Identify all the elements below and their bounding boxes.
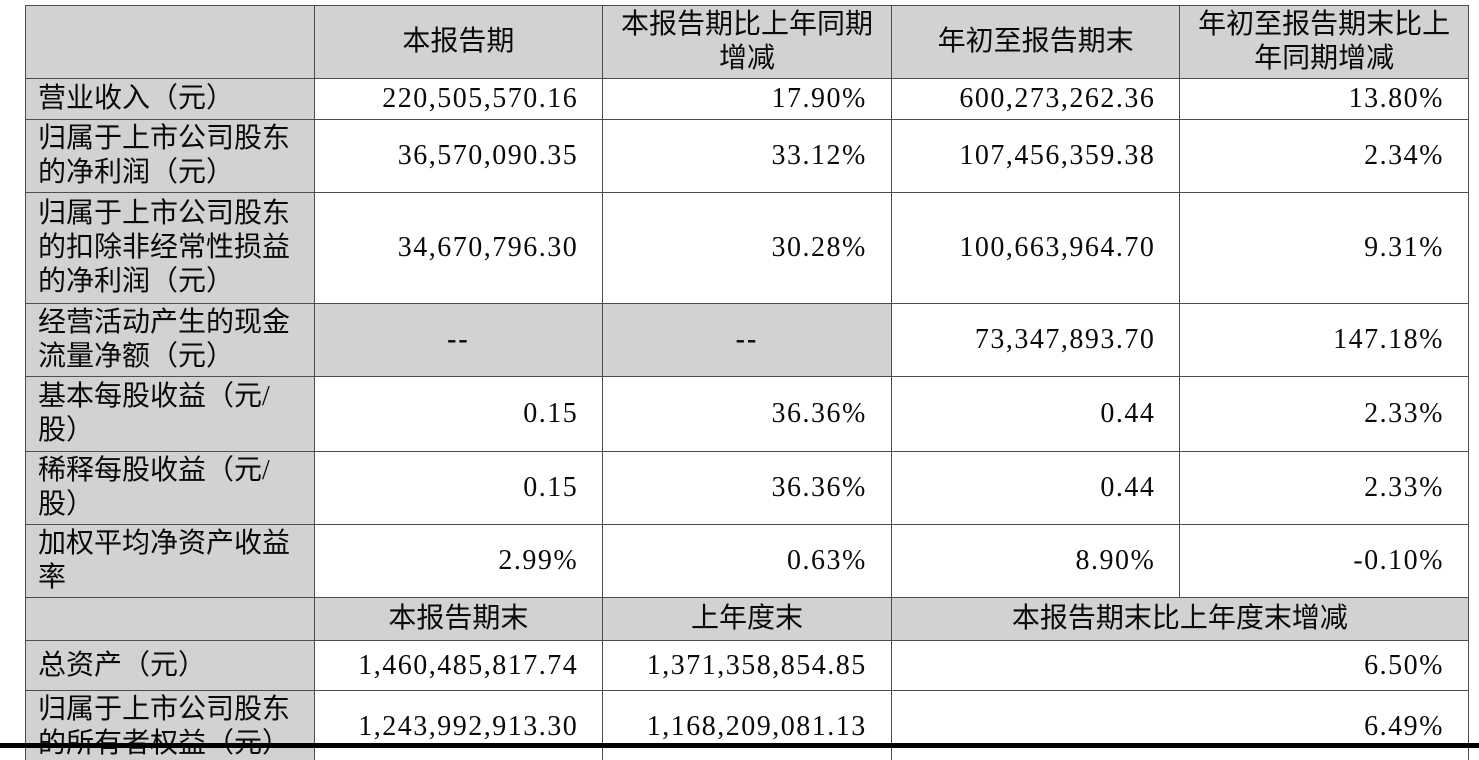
row-label: 总资产（元） [25, 640, 315, 691]
row-label: 归属于上市公司股东 的净利润（元） [25, 119, 315, 193]
value-cell: 1,168,209,081.13 [602, 690, 892, 760]
header-cell: 上年度末 [602, 597, 892, 641]
row-label: 稀释每股收益（元/ 股） [25, 451, 315, 525]
value-cell: 220,505,570.16 [313, 78, 604, 120]
header-cell: 年初至报告期末比上 年同期增减 [1179, 5, 1469, 79]
empty-value-cell: -- [313, 303, 604, 377]
value-cell: 2.33% [1179, 451, 1469, 525]
header-cell: 本报告期比上年同期 增减 [602, 5, 892, 79]
header-cell [25, 597, 315, 641]
header-row: 本报告期 本报告期比上年同期 增减 年初至报告期末 年初至报告期末比上 年同期增减 [25, 5, 1469, 79]
value-cell: 36,570,090.35 [313, 119, 604, 193]
table-row: 稀释每股收益（元/ 股） 0.15 36.36% 0.44 2.33% [25, 451, 1469, 525]
value-cell: 30.28% [602, 192, 892, 304]
value-cell: 2.34% [1179, 119, 1469, 193]
row-label: 归属于上市公司股东 的扣除非经常性损益 的净利润（元） [25, 192, 315, 304]
value-cell: 0.15 [313, 451, 604, 525]
value-cell: 1,371,358,854.85 [602, 640, 892, 691]
row-label: 加权平均净资产收益 率 [25, 524, 315, 598]
empty-value-cell: -- [602, 303, 892, 377]
value-cell: 2.99% [313, 524, 604, 598]
value-cell: 2.33% [1179, 376, 1469, 452]
value-cell: 9.31% [1179, 192, 1469, 304]
header-cell [25, 5, 315, 79]
row-label: 基本每股收益（元/ 股） [25, 376, 315, 452]
value-cell: 13.80% [1179, 78, 1469, 120]
value-cell-merged: 6.49% [890, 690, 1470, 760]
value-cell: 0.44 [890, 451, 1181, 525]
table-row: 经营活动产生的现金 流量净额（元） -- -- 73,347,893.70 147.18… [25, 303, 1469, 377]
table-row: 基本每股收益（元/ 股） 0.15 36.36% 0.44 2.33% [25, 376, 1469, 452]
value-cell: 1,460,485,817.74 [313, 640, 604, 691]
value-cell-merged: 6.50% [890, 640, 1470, 691]
value-cell: 8.90% [890, 524, 1181, 598]
table-row: 加权平均净资产收益 率 2.99% 0.63% 8.90% -0.10% [25, 524, 1469, 598]
value-cell: 107,456,359.38 [890, 119, 1181, 193]
row-label: 经营活动产生的现金 流量净额（元） [25, 303, 315, 377]
header-cell: 本报告期 [313, 5, 604, 79]
value-cell: 73,347,893.70 [890, 303, 1181, 377]
header-cell: 年初至报告期末 [890, 5, 1181, 79]
value-cell: 34,670,796.30 [313, 192, 604, 304]
header-cell: 本报告期末比上年度末增减 [890, 597, 1470, 641]
value-cell: 33.12% [602, 119, 892, 193]
financial-summary-table-body: 本报告期 本报告期比上年同期 增减 年初至报告期末 年初至报告期末比上 年同期增减 营业… [25, 5, 1470, 760]
page-bottom-rule [0, 743, 1479, 748]
table-row: 营业收入（元） 220,505,570.16 17.90% 600,273,262.3… [25, 78, 1469, 120]
value-cell: 0.63% [602, 524, 892, 598]
row-label: 营业收入（元） [25, 78, 315, 120]
value-cell: 0.15 [313, 376, 604, 452]
value-cell: 36.36% [602, 376, 892, 452]
value-cell: 100,663,964.70 [890, 192, 1181, 304]
row-label: 归属于上市公司股东 的所有者权益（元） [25, 690, 315, 760]
value-cell: 1,243,992,913.30 [313, 690, 604, 760]
value-cell: 600,273,262.36 [890, 78, 1181, 120]
value-cell: 0.44 [890, 376, 1181, 452]
value-cell: 36.36% [602, 451, 892, 525]
financial-summary-table: 本报告期 本报告期比上年同期 增减 年初至报告期末 年初至报告期末比上 年同期增减 营业… [25, 5, 1470, 760]
value-cell: 17.90% [602, 78, 892, 120]
value-cell: -0.10% [1179, 524, 1469, 598]
table-row: 总资产（元） 1,460,485,817.74 1,371,358,854.85 6.… [25, 640, 1470, 691]
header-row: 本报告期末 上年度末 本报告期末比上年度末增减 [25, 597, 1470, 641]
table-row: 归属于上市公司股东 的扣除非经常性损益 的净利润（元） 34,670,796.30… [25, 192, 1469, 304]
header-cell: 本报告期末 [313, 597, 604, 641]
value-cell: 147.18% [1179, 303, 1469, 377]
table-row: 归属于上市公司股东 的所有者权益（元）1,243,992,913.301,168… [25, 690, 1470, 760]
table-row: 归属于上市公司股东 的净利润（元） 36,570,090.35 33.12% 107,… [25, 119, 1469, 193]
